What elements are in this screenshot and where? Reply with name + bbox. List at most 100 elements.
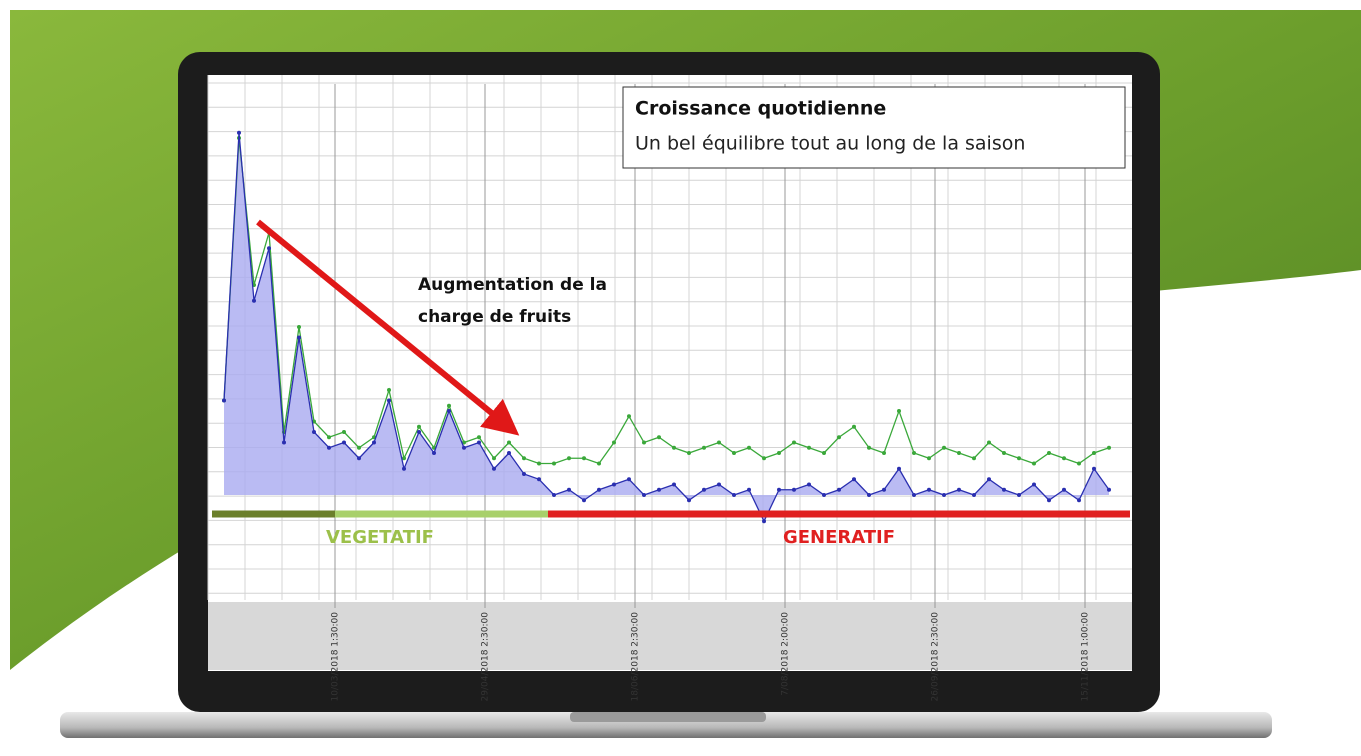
point — [852, 425, 856, 429]
point — [852, 477, 856, 481]
page: 10/03/2018 1:30:00 29/04/2018 2:30:00 18/0… — [0, 0, 1361, 756]
point — [1092, 451, 1096, 455]
phase-label: VEGETATIF — [326, 527, 434, 548]
point — [702, 446, 706, 450]
point — [417, 430, 421, 434]
point — [762, 519, 766, 523]
point — [732, 451, 736, 455]
x-axis-band — [208, 602, 1132, 670]
point — [537, 462, 541, 466]
point — [537, 477, 541, 481]
point — [1077, 462, 1081, 466]
point — [897, 409, 901, 413]
point — [702, 488, 706, 492]
annotation-title: Croissance quotidienne — [635, 98, 886, 120]
point — [792, 441, 796, 445]
point — [477, 435, 481, 439]
point — [1092, 467, 1096, 471]
point — [837, 488, 841, 492]
point — [822, 451, 826, 455]
point — [627, 477, 631, 481]
point — [762, 456, 766, 460]
point — [222, 399, 226, 403]
point — [897, 467, 901, 471]
point — [1107, 446, 1111, 450]
point — [672, 483, 676, 487]
point — [792, 488, 796, 492]
point — [807, 446, 811, 450]
point — [612, 483, 616, 487]
point — [747, 446, 751, 450]
point — [342, 441, 346, 445]
point — [867, 493, 871, 497]
point — [387, 399, 391, 403]
point — [297, 325, 301, 329]
point — [942, 493, 946, 497]
point — [492, 467, 496, 471]
point — [837, 435, 841, 439]
point — [912, 451, 916, 455]
x-tick-label: 15/11/2018 1:00:00 — [1081, 612, 1091, 702]
point — [552, 493, 556, 497]
point — [327, 446, 331, 450]
point — [1032, 483, 1036, 487]
point — [1047, 451, 1051, 455]
point — [582, 456, 586, 460]
point — [732, 493, 736, 497]
point — [717, 483, 721, 487]
point — [957, 451, 961, 455]
point — [942, 446, 946, 450]
point — [987, 477, 991, 481]
point — [1062, 456, 1066, 460]
point — [972, 493, 976, 497]
x-tick-label: 10/03/2018 1:30:00 — [331, 612, 341, 702]
point — [297, 336, 301, 340]
point — [462, 446, 466, 450]
point — [597, 488, 601, 492]
point — [882, 488, 886, 492]
point — [1107, 488, 1111, 492]
point — [822, 493, 826, 497]
point — [387, 388, 391, 392]
point — [957, 488, 961, 492]
point — [237, 131, 241, 135]
point — [417, 425, 421, 429]
x-tick-label: 18/06/2018 2:30:00 — [631, 612, 641, 702]
point — [987, 441, 991, 445]
point — [717, 441, 721, 445]
point — [642, 493, 646, 497]
annotation-subtitle: Un bel équilibre tout au long de la sais… — [635, 133, 1025, 155]
point — [777, 451, 781, 455]
point — [522, 472, 526, 476]
point — [477, 441, 481, 445]
point — [1017, 456, 1021, 460]
point — [1047, 498, 1051, 502]
point — [642, 441, 646, 445]
point — [582, 498, 586, 502]
point — [507, 451, 511, 455]
point — [252, 299, 256, 303]
point — [507, 441, 511, 445]
arrow-label: charge de fruits — [418, 307, 571, 327]
point — [447, 404, 451, 408]
phase-label: GENERATIF — [783, 527, 895, 548]
point — [612, 441, 616, 445]
point — [357, 446, 361, 450]
point — [1077, 498, 1081, 502]
point — [567, 488, 571, 492]
x-tick-label: 7/08/2018 2:00:00 — [781, 612, 791, 696]
point — [1062, 488, 1066, 492]
point — [597, 462, 601, 466]
point — [447, 409, 451, 413]
point — [1017, 493, 1021, 497]
point — [807, 483, 811, 487]
point — [312, 430, 316, 434]
point — [777, 488, 781, 492]
x-tick-label: 26/09/2018 2:30:00 — [931, 612, 941, 702]
point — [372, 441, 376, 445]
point — [912, 493, 916, 497]
x-tick-label: 29/04/2018 2:30:00 — [481, 612, 491, 702]
point — [657, 488, 661, 492]
point — [747, 488, 751, 492]
point — [402, 467, 406, 471]
